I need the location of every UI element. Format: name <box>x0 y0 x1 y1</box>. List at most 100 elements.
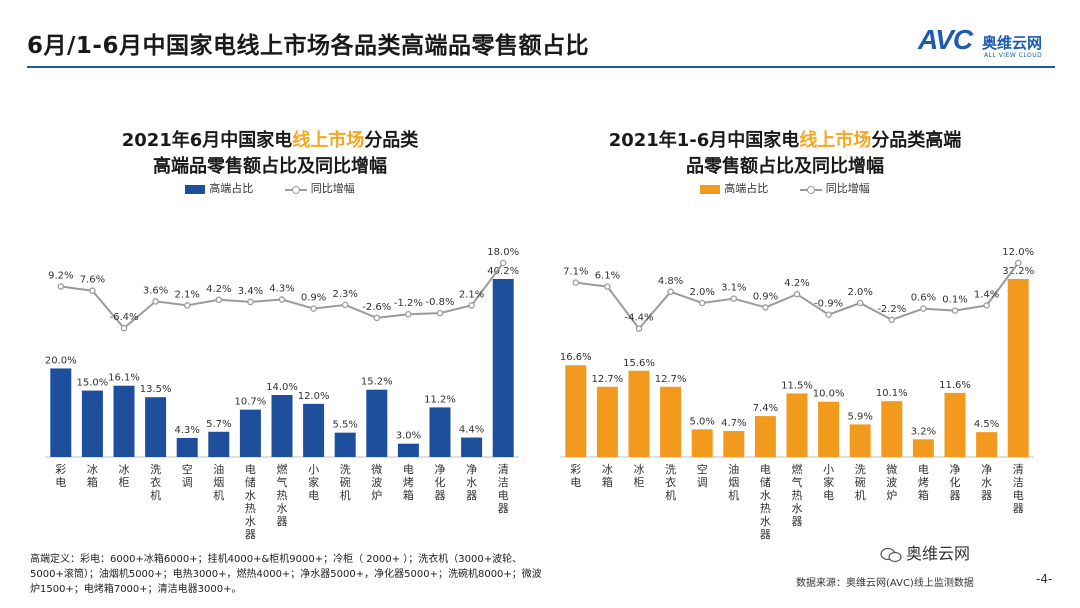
bar <box>397 443 419 457</box>
bar-value-label: 12.7% <box>655 374 687 385</box>
growth-value-label: 7.1% <box>563 267 588 278</box>
bar <box>723 431 745 457</box>
growth-value-label: 2.3% <box>332 289 357 300</box>
bar-value-label: 5.7% <box>206 419 231 430</box>
bar-value-label: 11.5% <box>781 380 813 391</box>
legend-bar-label: 高端占比 <box>724 182 769 195</box>
legend-line: 同比增幅 <box>799 180 870 196</box>
wechat-icon <box>880 547 902 562</box>
category-label: 微波炉 <box>371 462 382 502</box>
bar-value-label: 15.6% <box>623 358 655 369</box>
chart-monthly: 2021年6月中国家电线上市场分品类 高端品零售额占比及同比增幅 高端占比 同比… <box>20 80 520 560</box>
bar <box>596 386 618 457</box>
growth-point <box>667 288 674 296</box>
growth-value-label: 4.2% <box>206 284 231 295</box>
category-label: 电烤箱 <box>403 463 414 502</box>
growth-point <box>183 302 191 309</box>
legend: 高端占比 同比增幅 <box>535 180 1035 196</box>
category-label: 净水器 <box>981 462 992 502</box>
legend-line-label: 同比增幅 <box>825 182 870 195</box>
growth-point <box>730 295 738 302</box>
header: 6月/1-6月中国家电线上市场各品类高端品零售额占比 AVC 奥维云网 ALL … <box>0 0 1080 70</box>
growth-value-label: 4.2% <box>784 278 809 289</box>
growth-point <box>920 305 927 312</box>
logo-mark: AVC <box>918 24 973 55</box>
bar <box>818 401 840 457</box>
growth-value-label: 3.1% <box>721 283 746 294</box>
category-label: 空调 <box>697 462 708 489</box>
category-label: 洗衣机 <box>150 463 161 502</box>
data-source: 数据来源：奥维云网(AVC)线上监测数据 <box>796 578 974 589</box>
category-label: 净水器 <box>466 462 477 502</box>
legend-line-label: 同比增幅 <box>310 182 355 195</box>
category-label: 电烤箱 <box>918 463 929 502</box>
growth-value-label: -1.2% <box>394 298 423 309</box>
growth-point <box>888 316 896 324</box>
bar-value-label: 11.2% <box>424 394 456 405</box>
legend-line-swatch <box>799 185 822 194</box>
category-label: 洗碗机 <box>855 463 866 502</box>
growth-point <box>278 296 286 303</box>
bar-value-label: 3.0% <box>396 431 421 442</box>
logo-en: ALL VIEW CLOUD <box>984 52 1043 59</box>
growth-value-label: -6.4% <box>109 312 138 323</box>
category-label: 电储水热水器 <box>245 463 256 541</box>
category-label: 冰柜 <box>634 463 645 489</box>
category-label: 空调 <box>182 462 193 489</box>
bar-value-label: 5.9% <box>847 411 872 422</box>
bar-value-label: 4.3% <box>174 425 199 436</box>
growth-point <box>120 324 128 332</box>
growth-point <box>698 299 706 307</box>
growth-point <box>405 310 412 318</box>
growth-point <box>604 283 611 290</box>
bar <box>303 403 325 457</box>
growth-value-label: 1.4% <box>974 289 999 300</box>
growth-value-label: 9.2% <box>48 270 73 281</box>
growth-point <box>499 259 507 267</box>
legend: 高端占比 同比增幅 <box>20 180 520 196</box>
growth-point <box>635 325 643 332</box>
bar <box>50 368 72 457</box>
growth-value-label: 6.1% <box>595 271 620 282</box>
header-rule <box>27 66 1055 68</box>
growth-value-label: 3.6% <box>143 285 168 296</box>
category-label: 油烟机 <box>728 462 739 502</box>
bar-value-label: 4.7% <box>721 418 746 429</box>
bar-value-label: 10.1% <box>876 388 908 399</box>
page-title: 6月/1-6月中国家电线上市场各品类高端品零售额占比 <box>27 33 589 59</box>
title-line2: 高端品零售额占比及同比增幅 <box>153 156 387 177</box>
growth-point <box>89 287 96 294</box>
growth-value-label: 2.0% <box>847 287 872 298</box>
growth-value-label: 0.6% <box>911 293 936 304</box>
bar <box>628 370 650 457</box>
category-label: 净化器 <box>435 462 446 502</box>
legend-bar: 高端占比 <box>185 180 253 196</box>
bar-value-label: 20.0% <box>45 355 77 366</box>
category-label: 冰箱 <box>87 463 98 489</box>
chart-ytd: 2021年1-6月中国家电线上市场分品类高端 品零售额占比及同比增幅 高端占比 … <box>535 80 1035 560</box>
bar <box>334 432 356 457</box>
plot-area: 20.0% 15.0% 16.1%13.5% 4.3% 5.7% 10.7% 14.0%12… <box>45 247 519 541</box>
category-label: 清洁电器 <box>1013 463 1024 515</box>
bar-value-label: 5.5% <box>332 420 357 431</box>
legend-line-swatch <box>284 185 307 194</box>
bar-value-label: 10.7% <box>235 397 267 408</box>
bar <box>912 439 934 457</box>
bar <box>660 386 682 457</box>
category-label: 油烟机 <box>213 462 224 502</box>
title-post: 分品类 <box>364 130 419 151</box>
title-line2: 品零售额占比及同比增幅 <box>686 156 884 177</box>
growth-point <box>762 304 769 311</box>
chart-title: 2021年6月中国家电线上市场分品类 高端品零售额占比及同比增幅 <box>20 128 520 180</box>
category-label: 净化器 <box>950 462 961 502</box>
bar <box>81 390 103 457</box>
bar-value-label: 16.6% <box>560 352 592 363</box>
growth-value-label: -0.8% <box>425 297 454 308</box>
title-highlight: 线上市场 <box>292 130 365 151</box>
growth-point <box>856 299 864 307</box>
growth-point <box>436 309 444 317</box>
bar-value-label: 16.1% <box>108 373 140 384</box>
growth-value-label: 2.0% <box>689 287 714 298</box>
title-pre: 2021年6月中国家电 <box>121 130 293 151</box>
bar <box>113 385 135 457</box>
